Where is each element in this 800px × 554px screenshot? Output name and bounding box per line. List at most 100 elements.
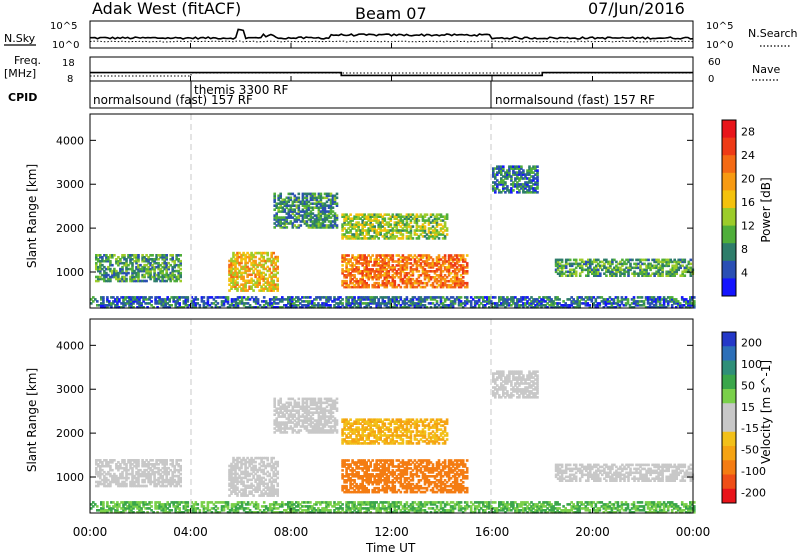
heatmap-cell — [161, 256, 164, 259]
heatmap-cell — [502, 167, 505, 170]
heatmap-cell — [355, 217, 358, 220]
heatmap-cell — [224, 296, 228, 299]
heatmap-cell — [293, 306, 296, 309]
heatmap-cell — [121, 279, 124, 283]
heatmap-cell — [518, 167, 521, 170]
heatmap-cell — [287, 214, 291, 217]
heatmap-cell — [580, 302, 583, 305]
heatmap-cell — [377, 254, 380, 257]
heatmap-cell — [159, 476, 162, 480]
heatmap-cell — [141, 269, 144, 273]
heatmap-cell — [351, 473, 354, 476]
heatmap-cell — [236, 476, 239, 480]
heatmap-cell — [250, 279, 253, 283]
heatmap-cell — [439, 276, 443, 279]
heatmap-cell — [357, 260, 360, 263]
heatmap-cell — [240, 275, 243, 279]
heatmap-cell — [524, 296, 527, 299]
heatmap-cell — [520, 177, 523, 180]
heatmap-cell — [437, 274, 441, 277]
heatmap-cell — [103, 482, 106, 486]
heatmap-cell — [272, 302, 276, 305]
heatmap-cell — [377, 225, 380, 228]
heatmap-cell — [595, 272, 598, 275]
heatmap-cell — [500, 179, 503, 182]
heatmap-cell — [97, 459, 100, 462]
heatmap-cell — [369, 260, 372, 263]
heatmap-cell — [276, 259, 279, 263]
heatmap-cell — [375, 221, 378, 224]
heatmap-cell — [171, 461, 174, 464]
heatmap-cell — [367, 479, 370, 482]
heatmap-cell — [214, 304, 218, 307]
heatmap-cell — [236, 277, 239, 281]
heatmap-cell — [391, 279, 395, 283]
heatmap-cell — [335, 196, 339, 200]
heatmap-cell — [463, 302, 467, 305]
heatmap-cell — [357, 471, 360, 474]
heatmap-cell — [443, 262, 447, 265]
heatmap-cell — [664, 306, 668, 309]
heatmap-cell — [524, 183, 527, 186]
heatmap-cell — [234, 474, 237, 478]
heatmap-cell — [516, 173, 519, 176]
heatmap-cell — [455, 283, 459, 287]
heatmap-cell — [343, 270, 346, 273]
heatmap-cell — [353, 302, 356, 305]
heatmap-cell — [143, 474, 146, 478]
heatmap-cell — [250, 456, 253, 460]
heatmap-cell — [224, 298, 228, 301]
heatmap-cell — [113, 480, 116, 484]
heatmap-cell — [260, 289, 263, 292]
heatmap-cell — [421, 217, 425, 220]
heatmap-cell — [230, 273, 233, 277]
heatmap-cell — [498, 300, 501, 303]
heatmap-cell — [124, 296, 127, 299]
heatmap-cell — [325, 218, 329, 221]
heatmap-cell — [592, 304, 596, 307]
heatmap-cell — [439, 270, 443, 273]
heatmap-cell — [115, 474, 118, 478]
heatmap-cell — [558, 274, 562, 277]
heatmap-cell — [363, 488, 366, 492]
heatmap-cell — [178, 306, 181, 309]
heatmap-cell — [425, 270, 429, 273]
heatmap-cell — [125, 474, 128, 478]
heatmap-cell — [171, 258, 174, 261]
heatmap-cell — [240, 273, 243, 277]
heatmap-cell — [359, 281, 362, 285]
heatmap-cell — [174, 300, 177, 303]
heatmap-cell — [391, 213, 395, 216]
heatmap-cell — [297, 200, 301, 204]
heatmap-cell — [657, 258, 660, 262]
heatmap-cell — [502, 298, 505, 301]
heatmap-cell — [437, 223, 441, 226]
heatmap-cell — [679, 264, 682, 268]
heatmap-cell — [632, 300, 636, 303]
heatmap-cell — [327, 298, 330, 301]
heatmap-cell — [447, 298, 451, 301]
heatmap-cell — [417, 298, 421, 301]
heatmap-cell — [305, 200, 309, 204]
heatmap-cell — [556, 258, 560, 262]
heatmap-cell — [135, 484, 138, 488]
heatmap-cell — [367, 459, 370, 462]
heatmap-cell — [443, 281, 447, 285]
heatmap-cell — [272, 478, 275, 482]
heatmap-cell — [242, 267, 245, 271]
heatmap-cell — [97, 258, 100, 261]
heatmap-cell — [367, 481, 370, 484]
heatmap-cell — [258, 281, 261, 284]
heatmap-cell — [173, 478, 176, 482]
heatmap-cell — [256, 474, 259, 478]
heatmap-cell — [385, 264, 389, 267]
heatmap-cell — [530, 306, 533, 309]
heatmap-cell — [570, 268, 574, 272]
heatmap-cell — [113, 271, 116, 275]
heatmap-cell — [252, 474, 255, 478]
heatmap-cell — [226, 296, 230, 299]
heatmap-cell — [307, 226, 311, 229]
heatmap-cell — [319, 198, 323, 202]
heatmap-cell — [125, 468, 128, 472]
heatmap-cell — [301, 216, 305, 219]
